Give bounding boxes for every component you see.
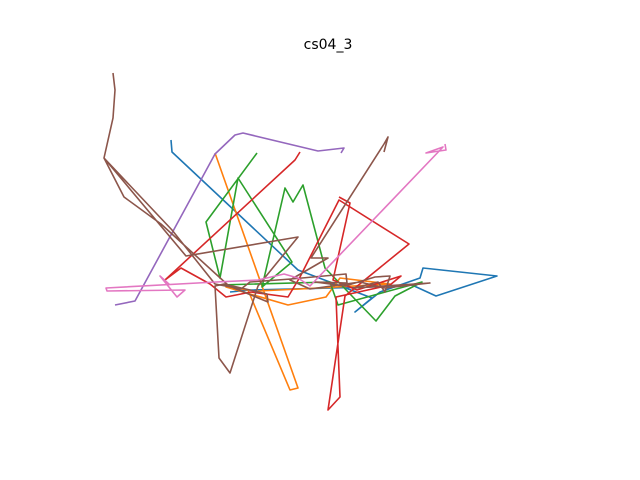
series-line-2 <box>214 152 391 391</box>
plot-area <box>103 72 498 411</box>
series-line-7 <box>105 143 447 298</box>
chart-title: cs04_3 <box>304 37 353 53</box>
series-line-3 <box>205 152 423 322</box>
series-line-6 <box>103 72 431 374</box>
series-line-5 <box>114 132 345 306</box>
